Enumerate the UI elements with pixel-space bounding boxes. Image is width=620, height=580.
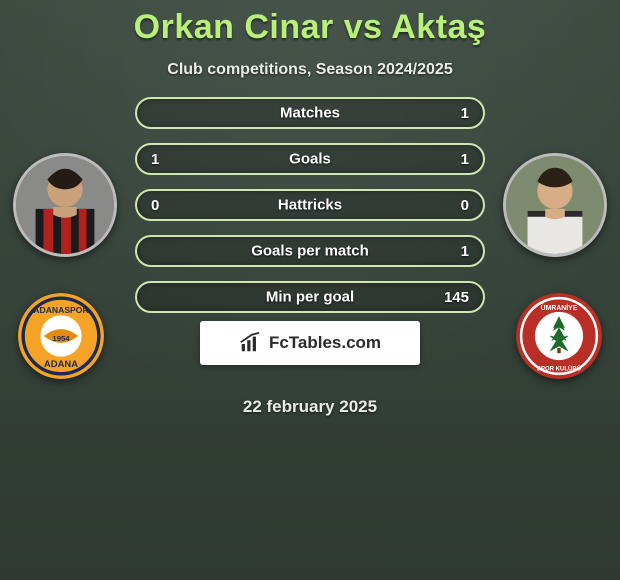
stats-list: Matches 1 1 Goals 1 0 Hattricks 0 Goals … [135,97,485,313]
date-text: 22 february 2025 [0,397,620,417]
stat-right-value: 1 [447,243,469,260]
stat-label: Goals [289,151,331,168]
svg-text:ÜMRANİYE: ÜMRANİYE [541,303,578,312]
svg-text:1954: 1954 [52,334,70,343]
comparison-row: Matches 1 1 Goals 1 0 Hattricks 0 Goals … [0,97,620,313]
player-right-portrait [503,153,607,257]
subtitle: Club competitions, Season 2024/2025 [0,61,620,79]
page-title: Orkan Cinar vs Aktaş [0,0,620,47]
stat-row: 1 Goals 1 [135,143,485,175]
stat-right-value: 1 [447,105,469,122]
svg-text:SPOR KULÜBÜ: SPOR KULÜBÜ [537,365,581,372]
umraniyespor-badge-icon: ÜMRANİYE SPOR KULÜBÜ [516,293,602,379]
brand-badge: FcTables.com [200,321,420,365]
svg-text:ADANASPOR: ADANASPOR [33,305,89,315]
adanaspor-badge-icon: ADANASPOR ADANA 1954 [18,293,104,379]
chart-icon [239,332,261,354]
stat-row: Matches 1 [135,97,485,129]
stat-label: Min per goal [266,289,354,306]
avatar-icon [506,156,604,254]
stat-left-value: 0 [151,197,173,214]
stat-label: Goals per match [251,243,369,260]
stat-row: Goals per match 1 [135,235,485,267]
stat-row: Min per goal 145 [135,281,485,313]
club-badge-left: ADANASPOR ADANA 1954 [18,293,104,379]
stat-label: Matches [280,105,340,122]
stat-row: 0 Hattricks 0 [135,189,485,221]
stat-right-value: 0 [447,197,469,214]
stat-left-value: 1 [151,151,173,168]
stat-right-value: 1 [447,151,469,168]
svg-text:ADANA: ADANA [44,359,78,370]
stat-label: Hattricks [278,197,342,214]
club-badge-right: ÜMRANİYE SPOR KULÜBÜ [516,293,602,379]
avatar-icon [16,156,114,254]
brand-text: FcTables.com [269,333,381,353]
stat-right-value: 145 [444,289,469,306]
player-left-portrait [13,153,117,257]
